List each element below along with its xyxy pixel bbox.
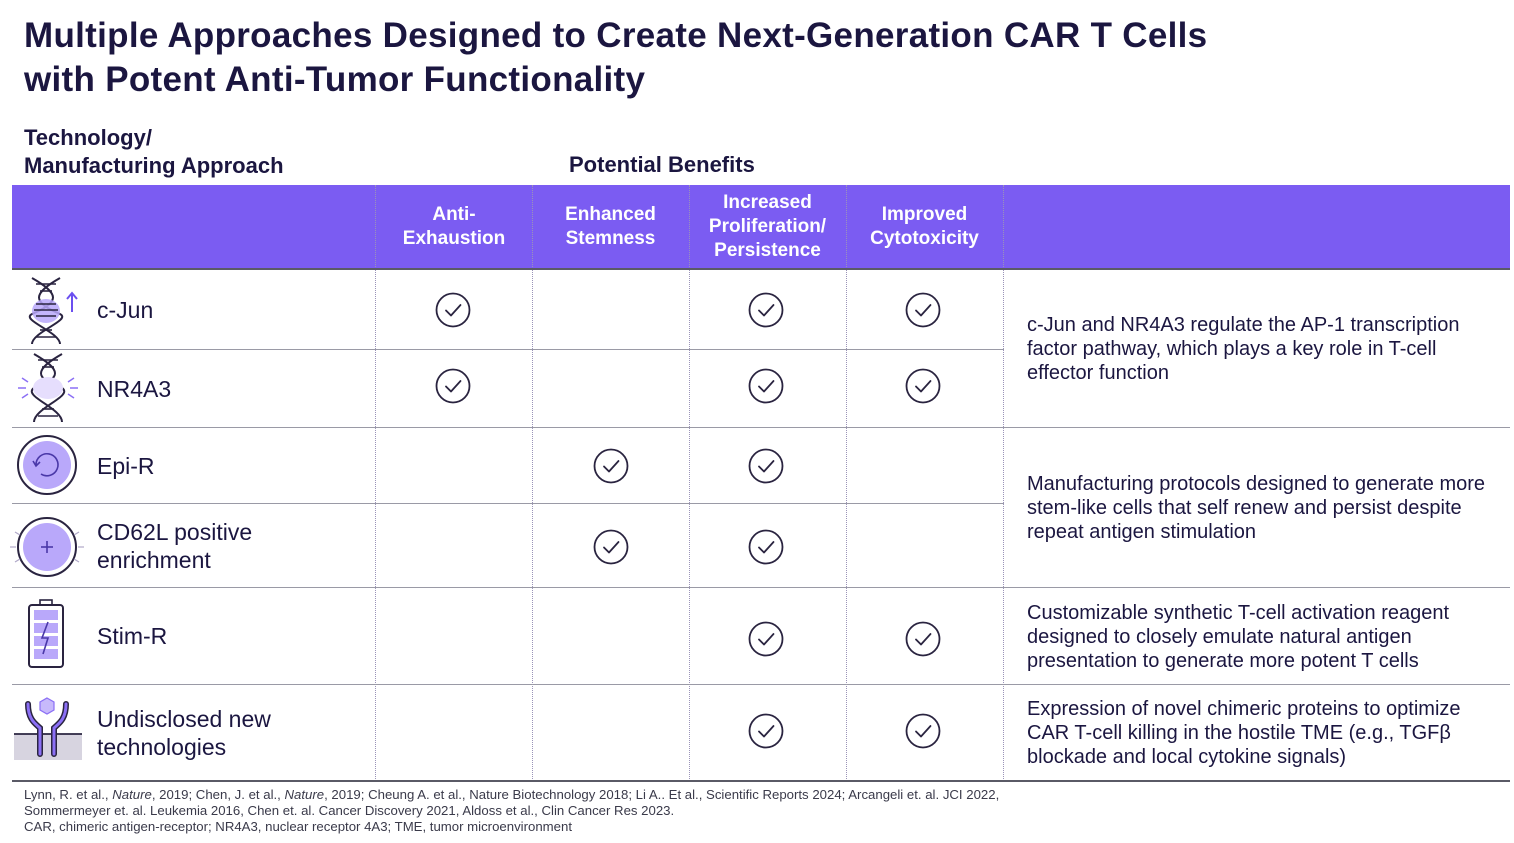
row-divider <box>12 684 1510 685</box>
check-mark-icon <box>593 448 629 484</box>
column-divider <box>1003 185 1004 781</box>
row-divider <box>12 780 1510 782</box>
description-stem-like-cells: Manufacturing protocols designed to gene… <box>1027 473 1486 543</box>
row-label-undisclosed: Undisclosed new technologies <box>97 706 271 760</box>
check-mark-icon <box>905 713 941 749</box>
row-divider <box>12 268 1510 270</box>
check-mark-icon <box>748 368 784 404</box>
approach-column-heading: Technology/ Manufacturing Approach <box>24 124 284 180</box>
reference-line-1: Lynn, R. et al., Nature, 2019; Chen, J. … <box>24 787 1000 802</box>
refresh-cell-icon <box>17 435 77 495</box>
column-divider <box>532 185 533 781</box>
header-increased-proliferation: Increased Proliferation/ Persistence <box>708 192 827 261</box>
title-line-2: with Potent Anti-Tumor Functionality <box>24 60 646 99</box>
battery-bolt-icon <box>28 599 64 668</box>
check-mark-icon <box>748 713 784 749</box>
header-enhanced-stemness: Enhanced Stemness <box>565 204 656 249</box>
check-mark-icon <box>593 529 629 565</box>
approach-heading-line-1: Technology/ <box>24 125 152 150</box>
column-divider <box>689 185 690 781</box>
receptor-icon <box>14 697 82 760</box>
row-label-nr4a3: NR4A3 <box>97 376 172 402</box>
reference-line-3: CAR, chimeric antigen-receptor; NR4A3, n… <box>24 819 572 834</box>
check-mark-icon <box>435 368 471 404</box>
row-divider <box>12 349 1004 350</box>
title-line-1: Multiple Approaches Designed to Create N… <box>24 16 1208 55</box>
description-ap1-pathway: c-Jun and NR4A3 regulate the AP-1 transc… <box>1027 314 1460 384</box>
description-synthetic-activation: Customizable synthetic T-cell activation… <box>1027 602 1450 672</box>
dna-burst-icon <box>18 353 78 423</box>
check-mark-icon <box>905 368 941 404</box>
check-mark-icon <box>905 621 941 657</box>
column-divider <box>846 185 847 781</box>
row-label-epi-r: Epi-R <box>97 453 155 479</box>
column-divider <box>375 185 376 781</box>
description-chimeric-proteins: Expression of novel chimeric proteins to… <box>1027 698 1461 768</box>
row-label-stim-r: Stim-R <box>97 623 168 649</box>
table-header-band <box>12 185 1510 269</box>
page-title: Multiple Approaches Designed to Create N… <box>24 14 1424 102</box>
check-mark-icon <box>748 292 784 328</box>
row-label-c-jun: c-Jun <box>97 297 154 323</box>
dna-up-arrow-icon <box>28 277 78 345</box>
check-mark-icon <box>748 621 784 657</box>
reference-line-2: Sommermeyer et. al. Leukemia 2016, Chen … <box>24 803 675 818</box>
row-label-cd62l: CD62L positive enrichment <box>97 519 253 573</box>
row-divider <box>12 587 1510 588</box>
header-improved-cytotoxicity: Improved Cytotoxicity <box>870 204 979 249</box>
plus-cell-icon <box>10 517 84 577</box>
row-divider <box>12 503 1004 504</box>
references: Lynn, R. et al., Nature, 2019; Chen, J. … <box>24 787 999 835</box>
approach-heading-line-2: Manufacturing Approach <box>24 153 284 178</box>
row-divider <box>12 427 1510 428</box>
check-mark-icon <box>905 292 941 328</box>
check-mark-icon <box>748 529 784 565</box>
check-mark-icon <box>748 448 784 484</box>
benefits-heading: Potential Benefits <box>569 152 755 177</box>
check-mark-icon <box>435 292 471 328</box>
header-anti-exhaustion: Anti- Exhaustion <box>402 204 506 249</box>
